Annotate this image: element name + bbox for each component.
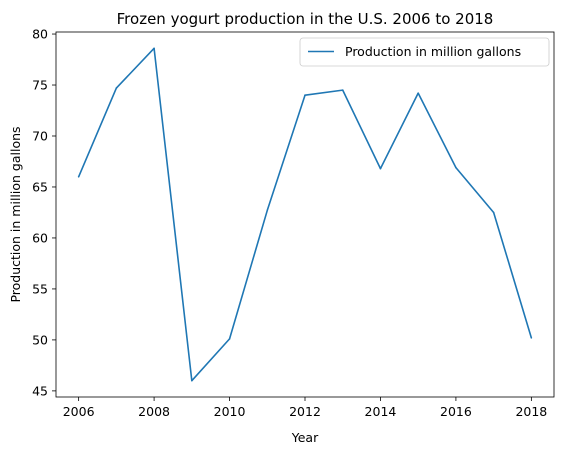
y-tick-label: 50 bbox=[32, 332, 48, 347]
data-point bbox=[530, 337, 533, 339]
series-layer bbox=[77, 47, 533, 382]
y-axis-label: Production in million gallons bbox=[8, 126, 23, 302]
data-point bbox=[115, 87, 118, 89]
data-point bbox=[228, 338, 231, 340]
data-point bbox=[266, 209, 269, 212]
y-tick-label: 75 bbox=[32, 78, 48, 93]
data-point bbox=[341, 89, 344, 91]
y-tick-label: 55 bbox=[32, 281, 48, 296]
data-point bbox=[191, 379, 193, 382]
data-point bbox=[379, 167, 382, 170]
x-tick-label: 2014 bbox=[365, 404, 397, 419]
x-tick-label: 2016 bbox=[440, 404, 472, 419]
data-point bbox=[492, 211, 495, 214]
x-tick-label: 2018 bbox=[515, 404, 547, 419]
data-point bbox=[77, 175, 80, 178]
y-tick-label: 45 bbox=[32, 383, 48, 398]
data-point bbox=[455, 166, 457, 169]
legend-box bbox=[299, 37, 550, 67]
x-tick-label: 2006 bbox=[63, 404, 95, 419]
data-point bbox=[417, 92, 419, 94]
legend-entry-label: Production in million gallons bbox=[345, 44, 521, 59]
y-tick-label: 65 bbox=[32, 179, 48, 194]
data-point bbox=[304, 94, 306, 97]
y-tick-label: 60 bbox=[32, 230, 48, 245]
x-axis: 2006 2008 2010 2012 2014 2016 2018 bbox=[63, 397, 547, 419]
y-axis: 45 50 55 60 65 70 75 80 bbox=[32, 27, 56, 398]
y-tick-label: 70 bbox=[32, 128, 48, 143]
x-axis-label: Year bbox=[291, 430, 319, 445]
x-tick-label: 2012 bbox=[289, 404, 321, 419]
chart-title: Frozen yogurt production in the U.S. 200… bbox=[117, 10, 494, 28]
y-tick-label: 80 bbox=[32, 27, 48, 42]
data-point bbox=[153, 47, 155, 50]
legend: Production in million gallons bbox=[299, 37, 550, 67]
plot-area bbox=[55, 31, 555, 398]
x-tick-label: 2010 bbox=[214, 404, 246, 419]
x-tick-label: 2008 bbox=[138, 404, 170, 419]
series-line bbox=[77, 47, 533, 382]
